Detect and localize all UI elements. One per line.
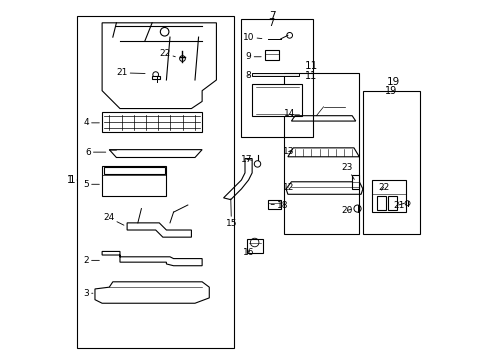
Text: 1: 1 [69,175,75,185]
Text: 22: 22 [378,183,389,192]
Text: 8: 8 [245,71,251,80]
Text: 9: 9 [245,52,261,61]
Text: 7: 7 [269,18,275,28]
Bar [152,76,160,78]
Text: 11: 11 [305,61,318,71]
Text: 10: 10 [243,33,262,42]
Text: 2: 2 [83,256,99,265]
Text: 20: 20 [342,206,353,215]
Text: 7: 7 [269,11,276,21]
Bar [377,196,386,210]
Bar [265,50,279,60]
Text: 23: 23 [342,163,354,179]
Bar [102,112,202,132]
Text: 1: 1 [67,175,73,185]
Bar [352,175,359,189]
Text: 21: 21 [393,201,404,210]
Text: 15: 15 [226,199,237,228]
Text: 19: 19 [385,86,397,96]
Bar [247,239,263,253]
Text: 19: 19 [387,77,400,87]
Text: 24: 24 [103,213,124,225]
Text: 14: 14 [284,109,295,118]
Bar [268,200,281,208]
Text: 4: 4 [83,118,99,127]
Text: 12: 12 [283,183,294,192]
Text: 18: 18 [271,201,289,210]
Bar [102,166,167,196]
Bar [104,167,165,174]
Bar [388,196,397,210]
Bar [372,180,406,212]
Text: 13: 13 [283,147,294,156]
Text: 22: 22 [159,49,175,58]
Text: 3: 3 [83,289,93,298]
Bar [77,16,234,348]
Bar [252,84,302,116]
Text: 21: 21 [116,68,145,77]
Bar [284,73,359,234]
Text: 5: 5 [83,180,99,189]
Text: 16: 16 [243,248,254,257]
Text: 17: 17 [241,155,252,164]
Polygon shape [252,73,298,76]
Bar [363,91,420,234]
Bar [242,19,313,137]
Text: 11: 11 [305,71,317,81]
Text: 6: 6 [85,148,106,157]
